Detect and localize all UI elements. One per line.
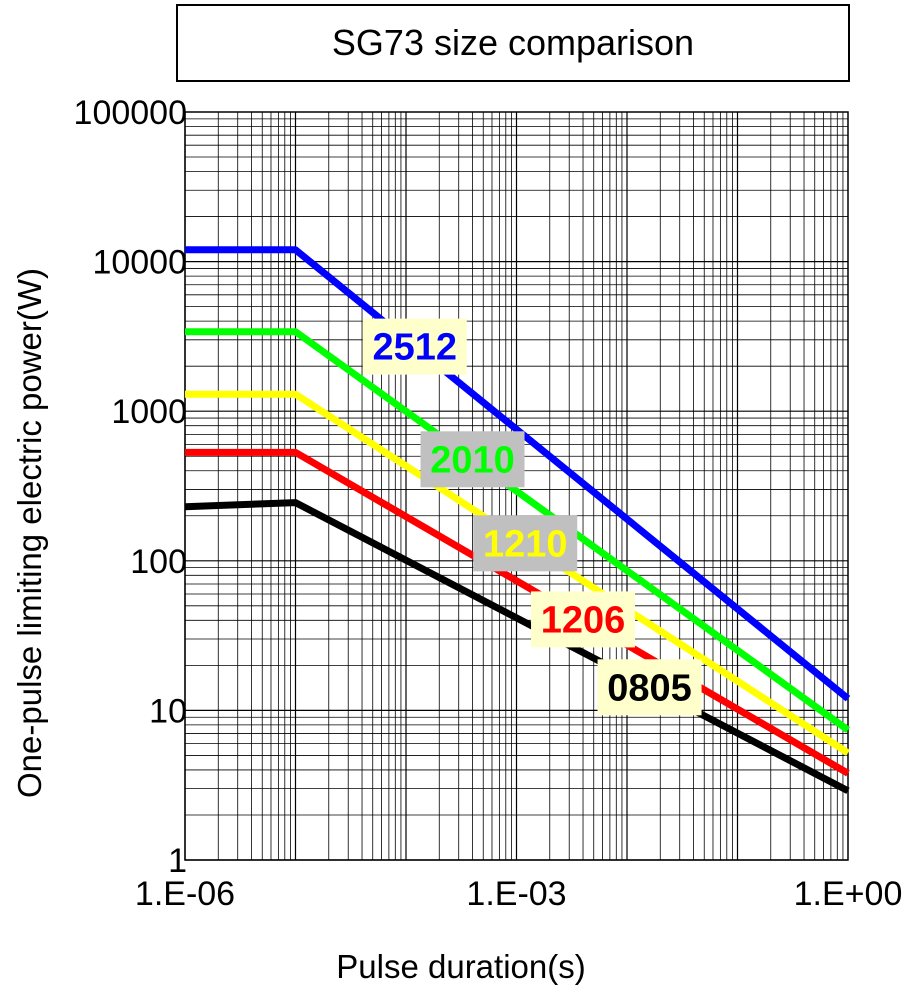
series-label-0805: 0805 bbox=[607, 667, 692, 709]
y-tick-label: 10000 bbox=[92, 244, 187, 282]
x-tick-labels: 1.E-06 1.E-03 1.E+00 bbox=[135, 875, 902, 913]
series-label-box-0805 bbox=[597, 659, 702, 716]
x-axis-label: Pulse duration(s) bbox=[336, 948, 586, 985]
x-tick-label: 1.E-03 bbox=[466, 875, 566, 913]
y-tick-label: 10 bbox=[149, 692, 187, 730]
series-label-2010: 2010 bbox=[430, 439, 515, 481]
series-line-1210 bbox=[185, 390, 850, 756]
plot-frame bbox=[184, 111, 849, 861]
x-tick-label: 1.E+00 bbox=[794, 875, 903, 913]
series-label-2512: 2512 bbox=[372, 327, 457, 369]
series-label-1210: 1210 bbox=[483, 523, 568, 565]
y-tick-label: 1000 bbox=[111, 393, 187, 431]
y-tick-label: 100000 bbox=[74, 94, 187, 132]
series-labels: 2512 2010 1210 1206 0805 bbox=[362, 318, 702, 716]
series-line-2010 bbox=[185, 328, 851, 733]
y-tick-labels: 1 10 100 1000 10000 100000 bbox=[74, 94, 187, 880]
series-label-box-2010 bbox=[420, 431, 525, 488]
y-tick-label: 100 bbox=[130, 543, 187, 581]
y-axis-label: One-pulse limiting electric power(W) bbox=[11, 268, 48, 798]
series-label-box-1210 bbox=[473, 515, 578, 572]
series-line-2512 bbox=[185, 246, 851, 702]
x-tick-label: 1.E-06 bbox=[135, 875, 235, 913]
series-label-1206: 1206 bbox=[541, 599, 626, 641]
y-tick-label: 1 bbox=[168, 842, 187, 880]
series-label-box-1206 bbox=[531, 591, 636, 648]
series-label-box-2512 bbox=[362, 318, 467, 375]
chart-title: SG73 size comparison bbox=[176, 4, 850, 82]
